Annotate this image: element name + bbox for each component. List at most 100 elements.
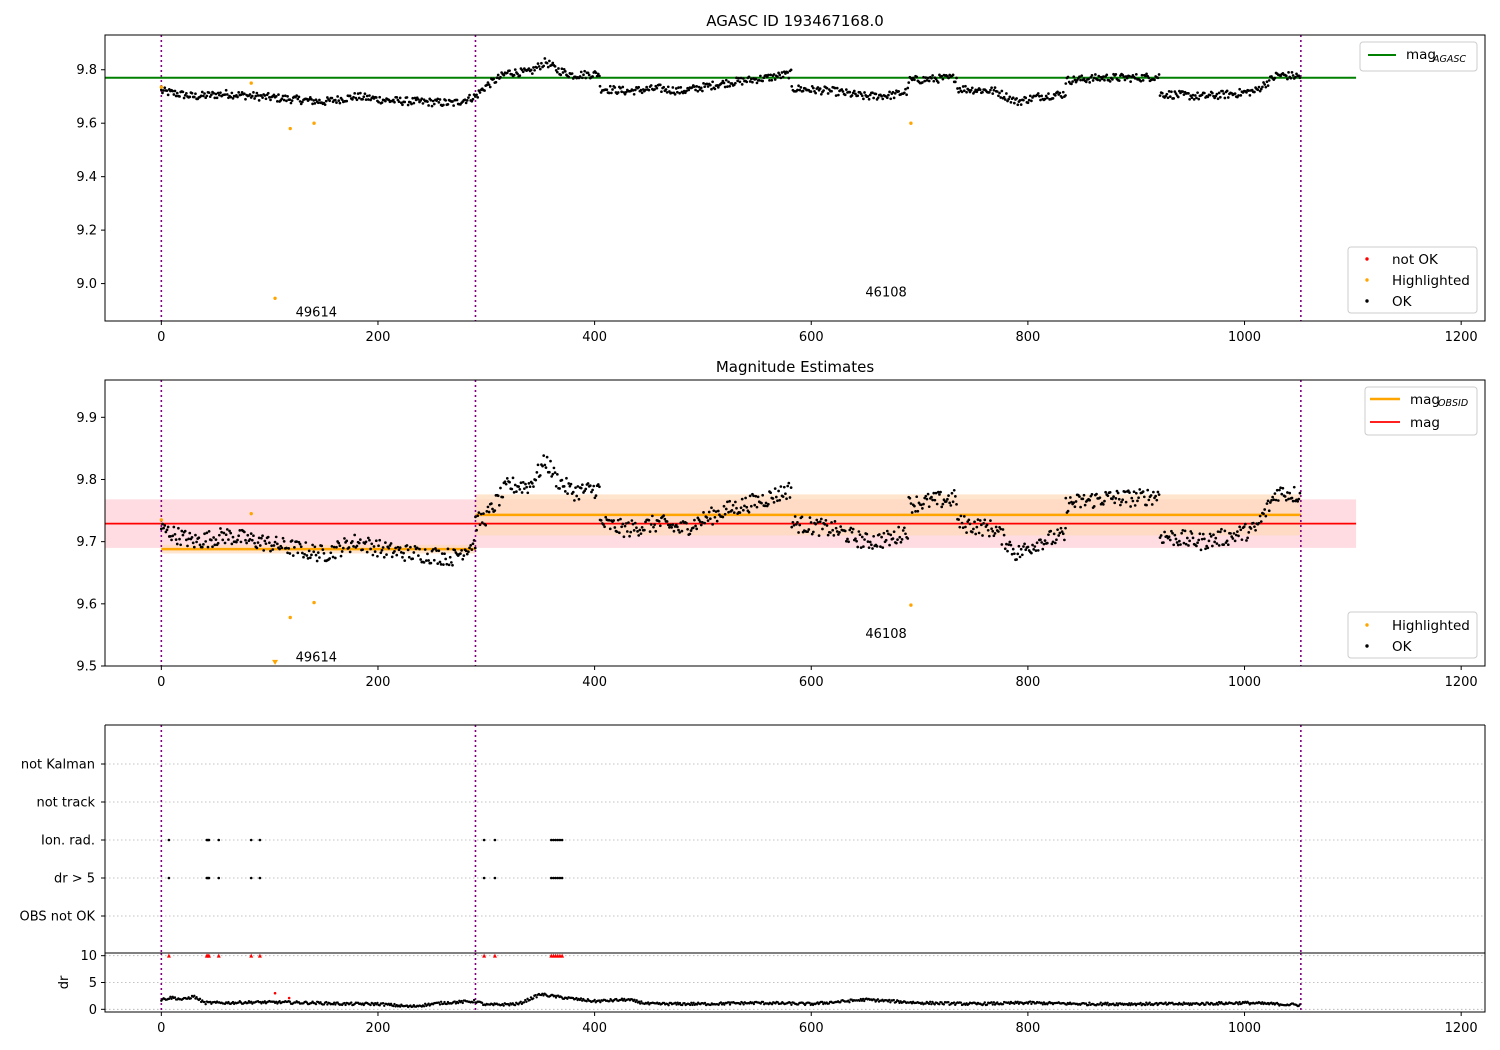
ok-point [399, 551, 403, 554]
ok-point [665, 90, 669, 94]
ok-point [388, 544, 392, 547]
ok-point [273, 540, 277, 544]
ok-point [175, 542, 179, 546]
ok-point [431, 99, 435, 103]
ok-point [1209, 535, 1213, 538]
ok-point [981, 90, 984, 94]
ok-point [1116, 491, 1120, 495]
ok-point [887, 532, 890, 536]
ok-point [598, 74, 601, 78]
ok-point [331, 555, 335, 559]
ok-point [553, 471, 557, 474]
ok-point [163, 86, 167, 90]
ok-point [1124, 500, 1128, 504]
ok-point [948, 501, 952, 505]
ok-point [1000, 543, 1004, 546]
ok-point [492, 77, 496, 81]
ok-point [724, 507, 728, 511]
ok-point [195, 540, 198, 544]
ok-point [332, 545, 336, 549]
ok-point [949, 504, 953, 507]
dr-point [333, 1001, 336, 1004]
ok-point [655, 86, 659, 90]
dr-point [534, 993, 537, 997]
ok-point [271, 548, 275, 551]
ok-point [960, 90, 964, 94]
ok-point [398, 96, 402, 100]
ok-point [705, 516, 709, 519]
ok-point [472, 538, 476, 542]
ok-point [798, 88, 802, 92]
ok-point [269, 549, 272, 553]
ok-point [248, 537, 252, 541]
ok-point [679, 86, 683, 89]
ok-point [532, 485, 535, 489]
y-tick-label: 9.9 [76, 411, 97, 426]
ok-point [499, 486, 502, 490]
ok-point [577, 497, 581, 501]
ok-point [521, 480, 525, 484]
ok-point [739, 506, 743, 510]
ok-point [290, 99, 294, 102]
ok-point [1082, 77, 1086, 81]
dr-capped-marker [560, 953, 565, 958]
ok-point [181, 533, 185, 537]
ok-point [199, 94, 203, 98]
ok-point [763, 504, 767, 508]
dr-point [1126, 1003, 1130, 1007]
ok-point [229, 531, 233, 535]
ok-point [214, 92, 218, 96]
ok-point [250, 94, 254, 98]
dr-point [897, 999, 900, 1003]
ok-point [1134, 491, 1138, 495]
ok-point [637, 534, 641, 537]
dr-point [1106, 1001, 1109, 1005]
dr-point [472, 998, 476, 1002]
ok-point [1223, 529, 1227, 533]
flag-point [560, 876, 564, 880]
ok-point [166, 93, 170, 97]
ok-point [1141, 79, 1145, 82]
x-tick-label: 1200 [1445, 675, 1478, 690]
ok-point [436, 562, 440, 565]
ok-point [1129, 80, 1132, 83]
ok-point [406, 103, 410, 107]
ok-point [604, 515, 608, 519]
ok-point [819, 517, 823, 521]
highlighted-point [249, 511, 253, 516]
ok-point [1125, 76, 1129, 80]
ok-point [716, 509, 720, 513]
ok-point [1100, 77, 1104, 81]
ok-point [262, 549, 266, 552]
ok-point [571, 490, 575, 494]
dr-point [889, 1001, 892, 1004]
dr-point [959, 1001, 963, 1004]
ok-point [1016, 103, 1020, 107]
ok-point [941, 502, 945, 506]
ok-point [1211, 544, 1214, 548]
ok-point [1158, 536, 1162, 539]
ok-point [1269, 501, 1272, 504]
ok-point [951, 73, 955, 77]
ok-point [798, 523, 802, 527]
ok-point [238, 529, 242, 532]
ok-point [1072, 75, 1076, 79]
ok-point [261, 96, 264, 99]
ok-point [438, 560, 442, 564]
ok-point [405, 96, 409, 99]
ok-point [884, 538, 888, 542]
ok-point [351, 98, 354, 101]
y-tick-label: 9.6 [76, 597, 97, 612]
dr-point [502, 1004, 505, 1007]
ok-point [439, 563, 443, 566]
dr-point [633, 998, 636, 1002]
ok-point [902, 526, 906, 530]
dr-point [203, 1000, 206, 1004]
ok-point [212, 91, 215, 95]
ok-point [263, 94, 267, 97]
ok-point [194, 92, 197, 96]
ok-point [992, 534, 996, 538]
ok-point [210, 538, 213, 542]
dr-point [876, 998, 880, 1001]
dr-point [524, 998, 527, 1002]
